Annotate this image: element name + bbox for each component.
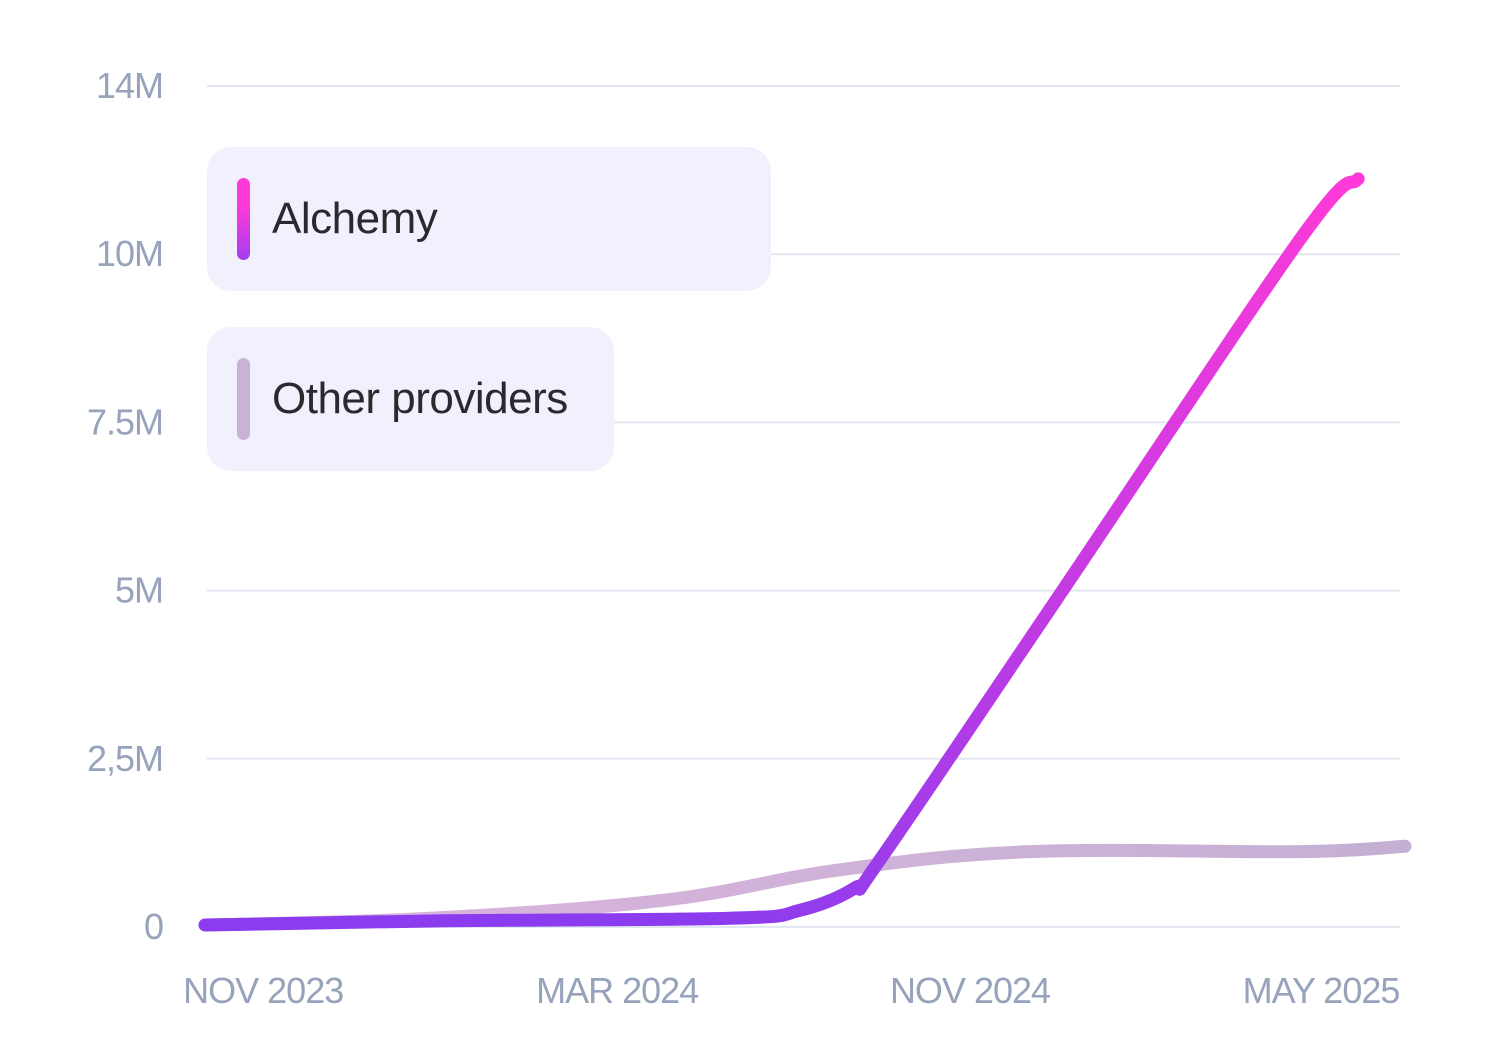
alchemy-swatch [237,178,250,260]
x-tick-label: MAR 2024 [536,970,698,1011]
y-tick-label: 14M [96,65,163,106]
x-tick-label: NOV 2024 [890,970,1050,1011]
legend-item-alchemy: Alchemy [207,147,771,291]
other-providers-swatch [237,358,250,440]
y-tick-label: 5M [115,570,163,611]
x-tick-label: NOV 2023 [183,970,343,1011]
y-tick-label: 2,5M [87,738,163,779]
legend-label: Other providers [272,374,568,423]
y-tick-label: 0 [144,906,163,947]
y-tick-label: 7.5M [87,401,163,442]
x-tick-label: MAY 2025 [1243,970,1400,1011]
series-line-alchemy [198,172,1365,932]
legend-label: Alchemy [272,194,438,243]
legend-item-other-providers: Other providers [207,327,614,471]
y-tick-label: 10M [96,233,163,274]
